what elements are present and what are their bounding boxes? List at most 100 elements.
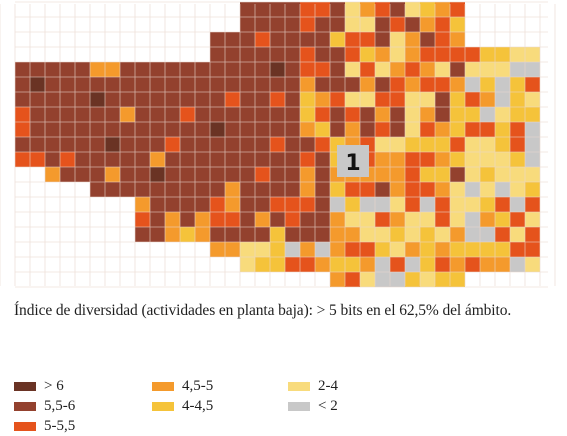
map-cell: [45, 62, 60, 77]
map-cell: [345, 212, 360, 227]
map-cell: [510, 92, 525, 107]
map-cell: [525, 137, 540, 152]
map-cell: [375, 197, 390, 212]
map-cell: [60, 77, 75, 92]
map-cell: [30, 77, 45, 92]
map-cell: [360, 197, 375, 212]
legend-label-4-5-5: 4,5-5: [182, 377, 214, 394]
map-cell: [120, 137, 135, 152]
map-cell: [360, 17, 375, 32]
map-cell: [60, 62, 75, 77]
map-cell: [315, 77, 330, 92]
map-cell: [420, 2, 435, 17]
map-cell: [255, 32, 270, 47]
map-cell: [225, 242, 240, 257]
map-cell: [105, 167, 120, 182]
map-cell: [345, 77, 360, 92]
map-cell: [285, 212, 300, 227]
map-cell: [420, 242, 435, 257]
map-cell: [255, 257, 270, 272]
map-cell: [315, 47, 330, 62]
map-cell: [510, 107, 525, 122]
map-cell: [180, 152, 195, 167]
caption-text: Índice de diversidad (actividades en pla…: [14, 302, 512, 319]
map-cell: [255, 77, 270, 92]
map-cell: [525, 92, 540, 107]
map-cell: [345, 32, 360, 47]
map-cell: [390, 2, 405, 17]
map-cell: [15, 62, 30, 77]
map-cell: [450, 62, 465, 77]
map-cell: [390, 107, 405, 122]
map-cell: [435, 137, 450, 152]
map-cell: [315, 137, 330, 152]
map-cell: [345, 272, 360, 287]
map-cell: [330, 122, 345, 137]
map-cell: [435, 32, 450, 47]
map-cell: [315, 17, 330, 32]
map-cell: [135, 77, 150, 92]
map-cell: [195, 227, 210, 242]
map-cell: [165, 77, 180, 92]
map-cell: [75, 122, 90, 137]
map-cell: [510, 212, 525, 227]
map-cell: [420, 182, 435, 197]
map-cell: [240, 137, 255, 152]
map-cell: [405, 2, 420, 17]
map-cell: [210, 77, 225, 92]
map-cell: [405, 212, 420, 227]
map-cell: [345, 197, 360, 212]
map-cell: [90, 137, 105, 152]
map-cell: [390, 182, 405, 197]
map-cell: [225, 227, 240, 242]
map-cell: [375, 2, 390, 17]
map-cell: [120, 182, 135, 197]
map-cell: [270, 197, 285, 212]
map-cell: [450, 182, 465, 197]
map-cell: [435, 227, 450, 242]
map-cell: [150, 197, 165, 212]
map-cell: [255, 122, 270, 137]
map-cell: [330, 257, 345, 272]
map-cell: [300, 137, 315, 152]
map-cell: [480, 257, 495, 272]
map-cell: [285, 227, 300, 242]
map-cell: [510, 47, 525, 62]
map-cell: [405, 182, 420, 197]
map-cell: [165, 182, 180, 197]
map-cell: [45, 152, 60, 167]
map-cell: [480, 212, 495, 227]
map-cell: [390, 242, 405, 257]
map-cell: [465, 137, 480, 152]
map-cell: [195, 182, 210, 197]
legend-label-5-5-6: 5,5-6: [44, 397, 76, 414]
map-cell: [345, 122, 360, 137]
map-cell: [105, 182, 120, 197]
map-cell: [315, 242, 330, 257]
map-cell: [525, 197, 540, 212]
map-cell: [345, 107, 360, 122]
map-cell: [15, 107, 30, 122]
map-cell: [225, 32, 240, 47]
map-cell: [90, 167, 105, 182]
map-cell: [420, 272, 435, 287]
map-cell: [15, 152, 30, 167]
map-cell: [435, 92, 450, 107]
map-cell: [495, 227, 510, 242]
map-cell: [240, 32, 255, 47]
map-cell: [255, 2, 270, 17]
map-cell: [315, 212, 330, 227]
map-cell: [165, 227, 180, 242]
map-cell: [390, 92, 405, 107]
map-cell: [240, 77, 255, 92]
map-cell: [420, 167, 435, 182]
map-cell: [45, 92, 60, 107]
map-cell: [525, 47, 540, 62]
map-cell: [210, 122, 225, 137]
map-cell: [30, 92, 45, 107]
map-cell: [405, 62, 420, 77]
map-cell: [165, 107, 180, 122]
map-cell: [420, 107, 435, 122]
legend-swatch-4-5-5: [152, 381, 174, 391]
map-cell: [435, 2, 450, 17]
